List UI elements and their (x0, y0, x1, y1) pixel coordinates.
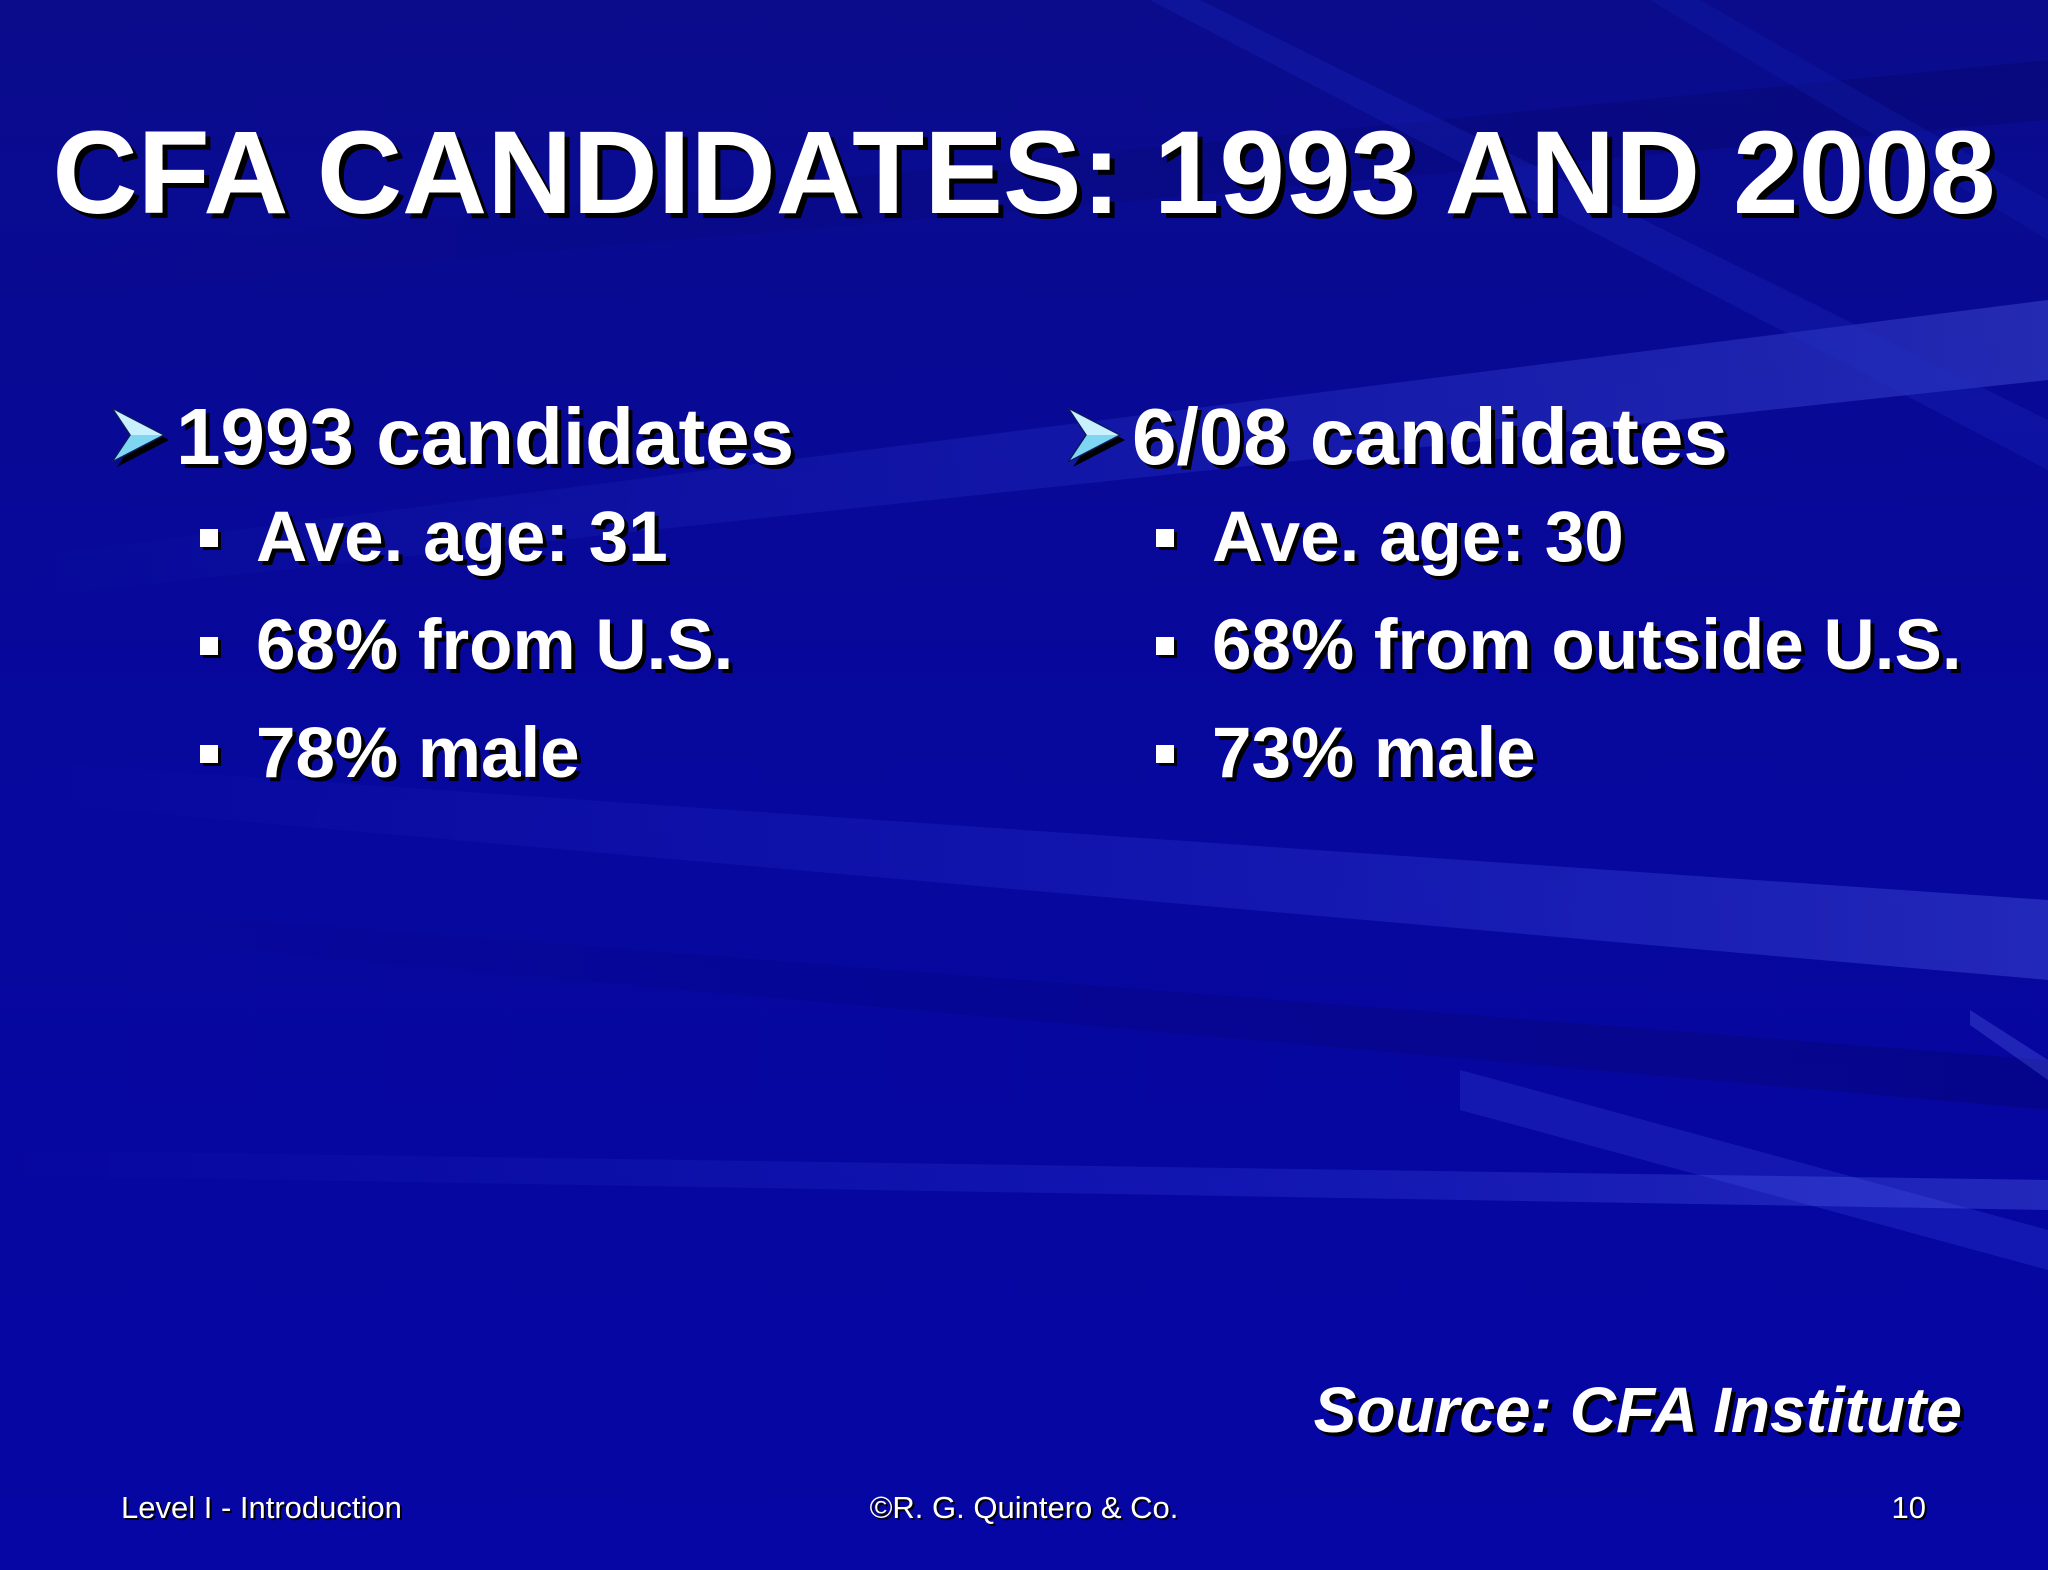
square-bullet-icon (200, 637, 218, 655)
arrow-bullet-icon (111, 407, 169, 467)
arrow-bullet-icon (1067, 407, 1125, 467)
square-bullet-icon (1156, 745, 1174, 763)
column-heading: 1993 candidates (176, 392, 795, 481)
list-item-text: 68% from U.S. (256, 606, 734, 685)
slide-title: CFA CANDIDATES: 1993 AND 2008 (52, 107, 1996, 239)
footer-page-number: 10 (1891, 1490, 1926, 1525)
square-bullet-icon (1156, 637, 1174, 655)
square-bullet-icon (200, 745, 218, 763)
list-item: 73% male (1156, 700, 1962, 808)
column-heading-row: 1993 candidates (108, 390, 794, 484)
column-heading-row: 6/08 candidates (1064, 390, 1962, 484)
list-item-text: 73% male (1212, 714, 1536, 793)
bullet-list: Ave. age: 30 68% from outside U.S. 73% m… (1156, 484, 1962, 808)
list-item: 68% from U.S. (200, 592, 794, 700)
list-item-text: 68% from outside U.S. (1212, 606, 1962, 685)
source-citation: Source: CFA Institute (1313, 1374, 1962, 1446)
column-1993: 1993 candidates Ave. age: 31 68% from U.… (108, 390, 794, 808)
footer-copyright: ©R. G. Quintero & Co. (869, 1490, 1179, 1525)
list-item-text: Ave. age: 30 (1212, 498, 1624, 577)
footer-section-label: Level I - Introduction (121, 1490, 402, 1525)
list-item-text: Ave. age: 31 (256, 498, 668, 577)
list-item-text: 78% male (256, 714, 580, 793)
bullet-list: Ave. age: 31 68% from U.S. 78% male (200, 484, 794, 808)
column-2008: 6/08 candidates Ave. age: 30 68% from ou… (1064, 390, 1962, 808)
square-bullet-icon (200, 529, 218, 547)
list-item: 78% male (200, 700, 794, 808)
square-bullet-icon (1156, 529, 1174, 547)
list-item: Ave. age: 31 (200, 484, 794, 592)
list-item: 68% from outside U.S. (1156, 592, 1962, 700)
list-item: Ave. age: 30 (1156, 484, 1962, 592)
column-heading: 6/08 candidates (1132, 392, 1728, 481)
